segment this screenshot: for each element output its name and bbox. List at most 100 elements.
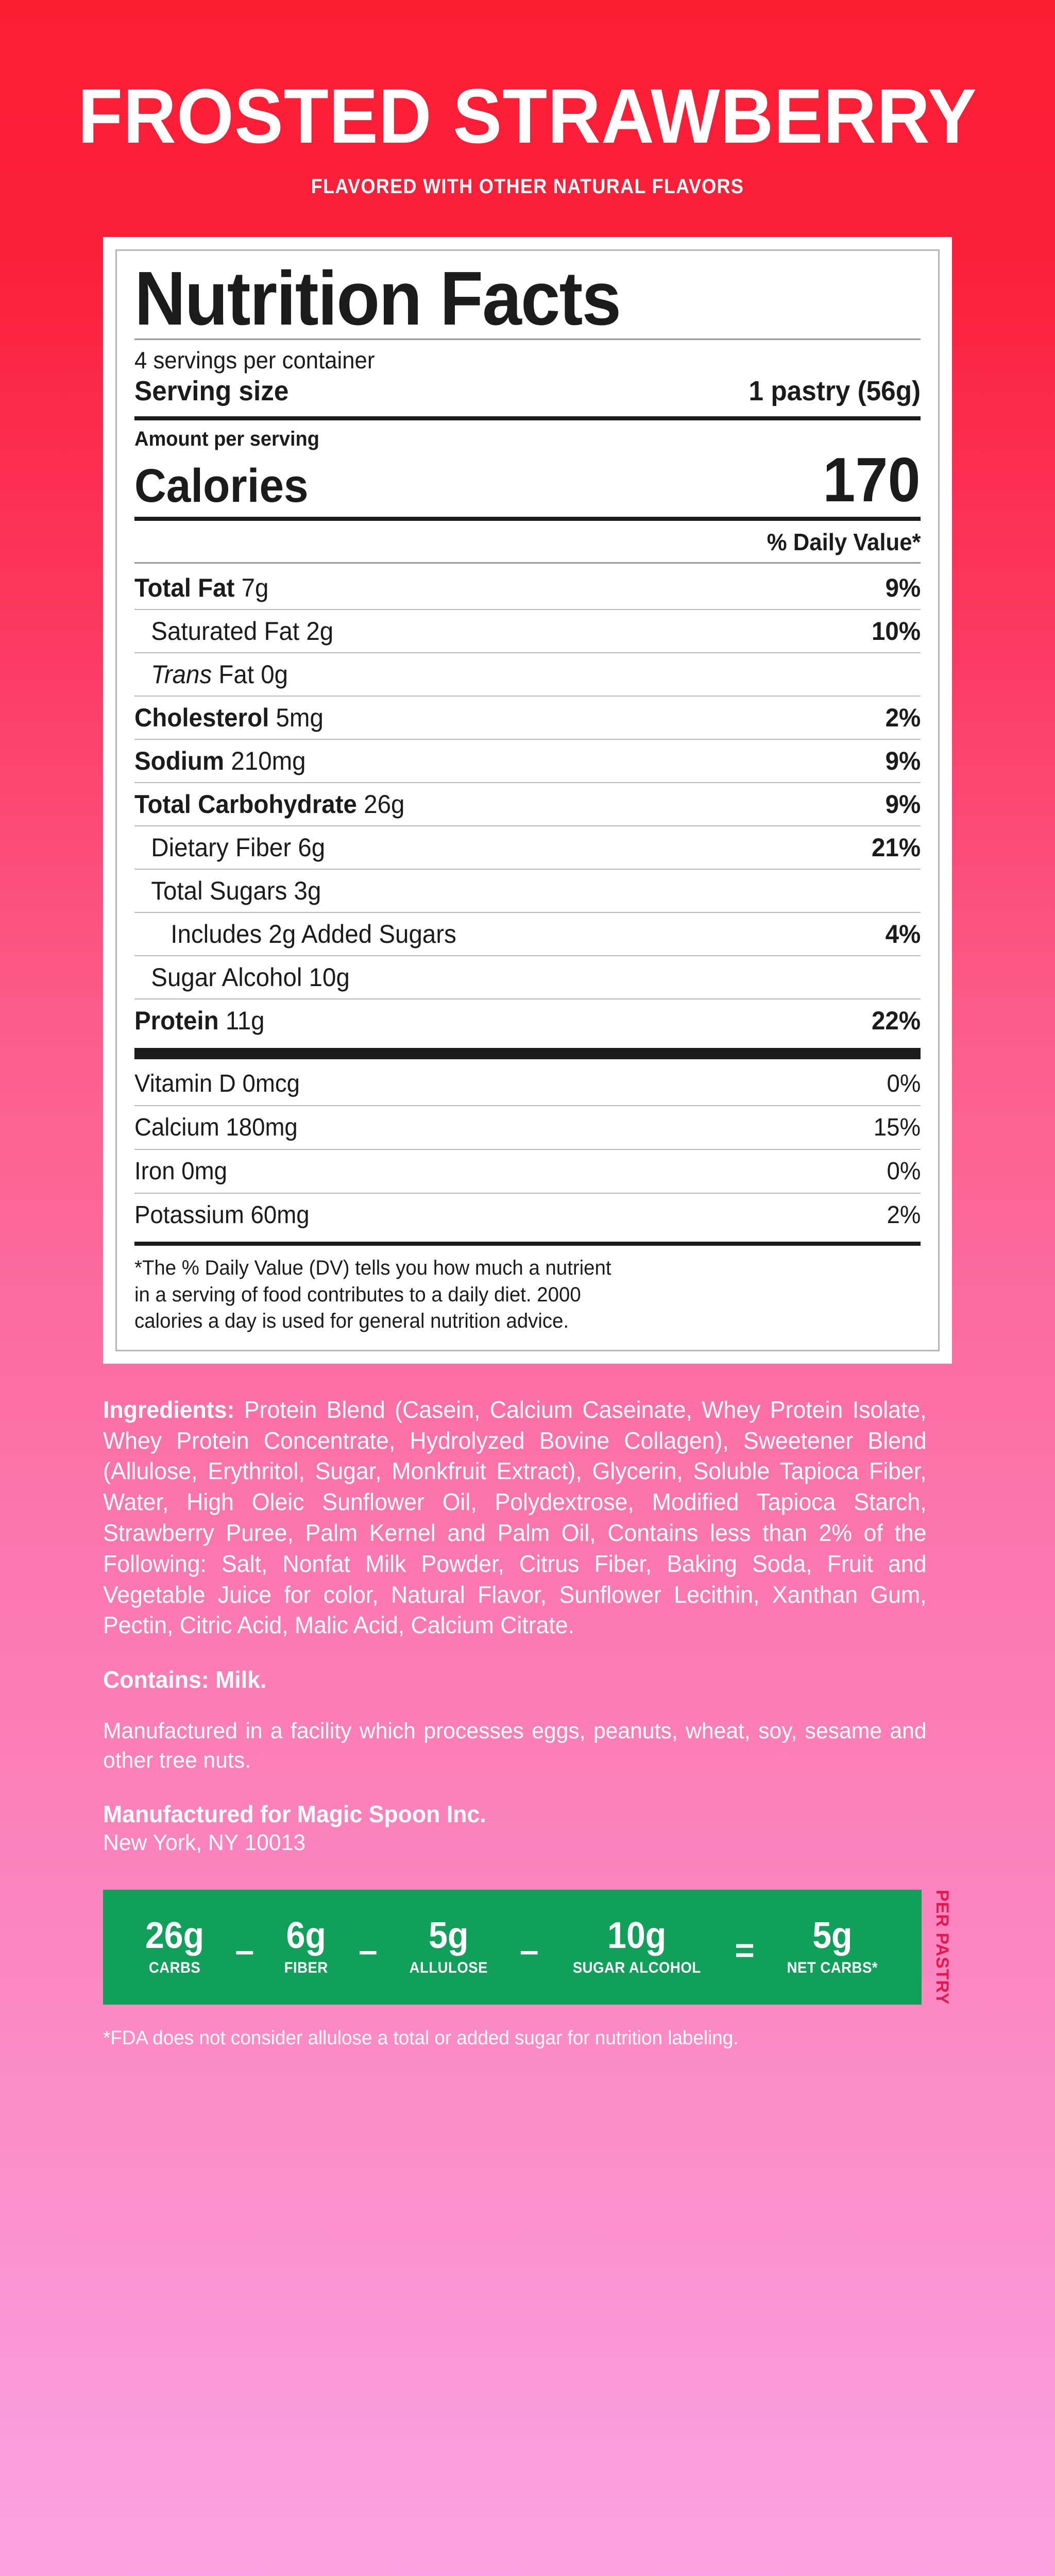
nutrient-label: Dietary Fiber 6g [134, 833, 325, 862]
divider [134, 782, 921, 784]
nutrition-facts-panel: Nutrition Facts 4 servings per container… [103, 237, 952, 1364]
net-carbs-item: 5g NET CARBS* [783, 1917, 882, 1977]
nutrient-name: Saturated Fat [151, 617, 300, 646]
daily-value-header-text: % Daily Value* [767, 529, 921, 556]
vitamin-label: Iron 0mg [134, 1158, 227, 1185]
nutrient-daily-value: 9% [885, 790, 921, 819]
nutrient-row: Trans Fat 0g [134, 653, 921, 696]
ingredients-section: Ingredients: Protein Blend (Casein, Calc… [103, 1395, 952, 1856]
minus-operator-icon: – [519, 1931, 539, 1970]
nutrient-row: Total Carbohydrate 26g 9% [134, 783, 921, 825]
nutrient-row: Total Fat 7g 9% [134, 567, 921, 609]
nutrient-label: Includes 2g Added Sugars [134, 919, 456, 949]
nutrient-name: Total Fat [134, 573, 235, 603]
vitamin-label: Vitamin D 0mcg [134, 1070, 300, 1098]
nutrient-daily-value: 2% [885, 703, 921, 733]
label-header: FROSTED STRAWBERRY FLAVORED WITH OTHER N… [0, 0, 1055, 198]
divider [134, 998, 921, 1000]
net-carbs-bar-wrapper: 26g CARBS –6g FIBER –5g ALLULOSE –10g SUGAR ALC… [103, 1889, 952, 2005]
per-pastry-label: PER PASTRY [932, 1889, 952, 2005]
vitamin-label: Calcium 180mg [134, 1114, 298, 1142]
vitamin-row: Calcium 180mg 15% [134, 1106, 921, 1149]
nutrient-name: Includes 2g Added Sugars [171, 920, 456, 949]
nutrient-label: Total Sugars 3g [134, 876, 321, 906]
nutrient-row: Sodium 210mg 9% [134, 740, 921, 782]
serving-size-value: 1 pastry (56g) [748, 376, 921, 407]
nutrient-name: Cholesterol [134, 703, 269, 733]
divider [134, 338, 921, 341]
divider [134, 696, 921, 697]
vitamin-daily-value: 0% [887, 1158, 921, 1185]
divider [134, 825, 921, 827]
nutrient-label: Saturated Fat 2g [134, 616, 333, 646]
nutrient-amount: 6g [291, 833, 326, 862]
nutrient-daily-value: 9% [885, 573, 921, 603]
net-carbs-label: SUGAR ALCOHOL [572, 1959, 701, 1977]
serving-size-row: Serving size 1 pastry (56g) [134, 374, 921, 411]
divider [134, 912, 921, 913]
nutrient-row: Total Sugars 3g [134, 870, 921, 912]
nutrient-name: Sugar Alcohol [151, 963, 302, 992]
nutrition-facts-title: Nutrition Facts [134, 256, 621, 341]
net-carbs-value: 10g [607, 1915, 666, 1957]
nutrient-label: Cholesterol 5mg [134, 703, 324, 733]
divider [134, 609, 921, 611]
net-carbs-label: ALLULOSE [409, 1959, 488, 1977]
nutrient-amount: 3g [287, 876, 321, 906]
vitamin-label: Potassium 60mg [134, 1201, 310, 1229]
nutrient-daily-value: 10% [871, 617, 921, 646]
manufacturer-name: Manufactured for Magic Spoon Inc. [103, 1800, 486, 1827]
nutrient-name: Total Sugars [151, 876, 287, 906]
divider [134, 1149, 921, 1150]
nutrient-amount: 5mg [269, 703, 324, 733]
divider [134, 416, 921, 421]
nutrient-daily-value: 22% [871, 1006, 921, 1036]
nutrient-amount: 11g [218, 1006, 265, 1036]
ingredients-heading: Ingredients: [103, 1396, 235, 1423]
nutrient-row: Protein 11g 22% [134, 999, 921, 1042]
vitamin-row: Potassium 60mg 2% [134, 1194, 921, 1236]
ingredients-paragraph: Ingredients: Protein Blend (Casein, Calc… [103, 1395, 927, 1641]
nutrient-amount: 10g [302, 963, 350, 992]
nutrient-name: Sodium [134, 747, 225, 776]
net-carbs-value: 26g [145, 1915, 205, 1957]
vitamin-daily-value: 0% [887, 1070, 921, 1098]
divider [134, 517, 921, 521]
nutrient-daily-value: 21% [871, 833, 921, 862]
minus-operator-icon: – [359, 1931, 378, 1970]
footnote-line-1: *The % Daily Value (DV) tells you how mu… [134, 1257, 611, 1280]
net-carbs-value: 6g [286, 1915, 327, 1957]
vitamin-rows: Vitamin D 0mcg 0% Calcium 180mg 15% Iron 0mg… [134, 1062, 921, 1236]
calories-value: 170 [823, 445, 921, 515]
footnote-line-3: calories a day is used for general nutri… [134, 1309, 569, 1332]
equals-operator-icon: = [735, 1931, 755, 1970]
calories-label: Calories [134, 459, 309, 512]
divider [134, 1048, 921, 1060]
nutrient-rows: Total Fat 7g 9% Saturated Fat 2g 10% Trans F… [134, 567, 921, 1042]
nutrient-row: Sugar Alcohol 10g [134, 956, 921, 998]
divider [134, 955, 921, 957]
nutrient-amount: 210mg [224, 747, 306, 776]
vitamin-row: Vitamin D 0mcg 0% [134, 1062, 921, 1105]
flavor-subtitle: FLAVORED WITH OTHER NATURAL FLAVORS [311, 175, 744, 198]
facility-statement: Manufactured in a facility which process… [103, 1718, 927, 1773]
nutrient-amount: 26g [356, 790, 405, 819]
nutrient-label: Protein 11g [134, 1006, 265, 1036]
nutrient-amount: 7g [234, 573, 269, 603]
nutrient-row: Cholesterol 5mg 2% [134, 697, 921, 739]
minus-operator-icon: – [235, 1931, 254, 1970]
nutrient-label: Sodium 210mg [134, 746, 306, 776]
ingredients-text: Protein Blend (Casein, Calcium Caseinate… [103, 1396, 927, 1639]
nutrient-name: Trans [151, 660, 212, 689]
divider [134, 1242, 921, 1246]
vitamin-daily-value: 15% [873, 1114, 921, 1142]
amount-per-serving-label: Amount per serving [134, 428, 319, 451]
nutrient-daily-value: 9% [885, 747, 921, 776]
divider [134, 1193, 921, 1194]
calories-row: Calories 170 [134, 445, 921, 515]
net-carbs-label: NET CARBS* [787, 1959, 878, 1977]
vitamin-daily-value: 2% [887, 1201, 921, 1229]
net-carbs-label: FIBER [284, 1959, 329, 1977]
net-carbs-item: 5g ALLULOSE [406, 1917, 491, 1977]
